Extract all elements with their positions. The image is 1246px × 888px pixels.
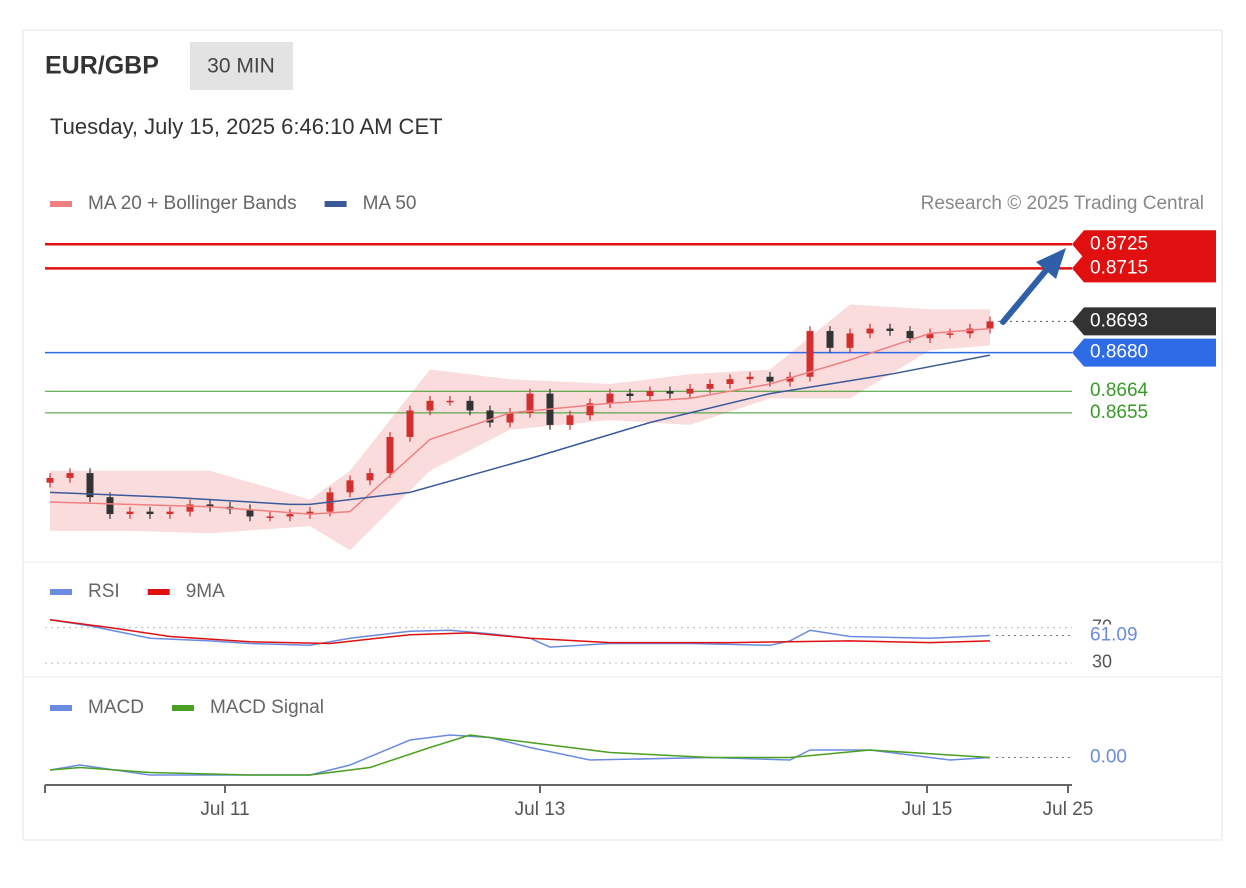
series-line bbox=[49, 618, 991, 645]
candle-body bbox=[406, 410, 414, 437]
legend-swatch bbox=[50, 705, 72, 711]
candle-body bbox=[386, 436, 394, 474]
x-tick-label: Jul 13 bbox=[515, 799, 566, 820]
candle-body bbox=[966, 328, 974, 334]
legend-swatch bbox=[171, 705, 194, 711]
current-bg bbox=[1086, 746, 1156, 769]
x-tick-label: Jul 15 bbox=[902, 799, 953, 820]
candle-body bbox=[946, 333, 954, 335]
last-price-tag bbox=[1072, 307, 1216, 336]
candle-body bbox=[866, 328, 874, 334]
candle-body bbox=[166, 511, 174, 515]
candle-body bbox=[366, 473, 374, 481]
arrow-head bbox=[1036, 248, 1066, 279]
candle-body bbox=[786, 376, 794, 382]
timestamp: Tuesday, July 15, 2025 6:46:10 AM CET bbox=[50, 114, 443, 139]
current-label: 61.09 bbox=[1090, 625, 1138, 646]
candle-body bbox=[766, 376, 774, 382]
legend-label: 9MA bbox=[186, 581, 225, 602]
legend-label: MACD Signal bbox=[210, 697, 324, 718]
level-tag bbox=[1072, 230, 1216, 259]
level-label: 0.8664 bbox=[1090, 380, 1149, 401]
series-line bbox=[49, 327, 991, 515]
level-tag bbox=[1072, 254, 1216, 283]
candle-body bbox=[806, 330, 814, 377]
candle-body bbox=[426, 400, 434, 411]
level-label: 0.8680 bbox=[1090, 342, 1148, 363]
candle-body bbox=[46, 477, 54, 483]
credit: Research © 2025 Trading Central bbox=[921, 193, 1204, 214]
y-tick-label: 30 bbox=[1092, 652, 1112, 672]
level-label: 0.8655 bbox=[1090, 402, 1148, 423]
candle-body bbox=[666, 391, 674, 394]
legend-label: MA 50 bbox=[363, 193, 417, 214]
candle-body bbox=[626, 393, 634, 397]
arrow-shaft bbox=[1000, 265, 1051, 325]
candle-body bbox=[126, 511, 134, 515]
level-tag bbox=[1072, 338, 1216, 367]
candle-body bbox=[586, 403, 594, 416]
candle-body bbox=[726, 379, 734, 384]
candle-body bbox=[746, 376, 754, 380]
current-label: 0.00 bbox=[1090, 747, 1127, 768]
candle-body bbox=[446, 400, 454, 403]
level-label: 0.8725 bbox=[1090, 233, 1148, 254]
candle-body bbox=[106, 497, 114, 515]
candle-body bbox=[466, 400, 474, 411]
candle-body bbox=[306, 511, 314, 515]
legend-swatch bbox=[50, 589, 72, 595]
last-price-label: 0.8693 bbox=[1090, 310, 1148, 331]
candle-body bbox=[506, 412, 514, 423]
legend-label: MACD bbox=[88, 697, 144, 718]
series-line bbox=[49, 734, 991, 776]
interval[interactable]: 30 MIN bbox=[207, 55, 275, 78]
candle-body bbox=[906, 330, 914, 339]
forecast-arrow bbox=[1000, 248, 1066, 325]
candle-body bbox=[86, 473, 94, 498]
candle-body bbox=[286, 514, 294, 517]
candle-body bbox=[926, 333, 934, 339]
candle-body bbox=[346, 480, 354, 493]
bollinger-band bbox=[50, 304, 990, 551]
legend-label: RSI bbox=[88, 581, 120, 602]
candle-body bbox=[246, 509, 254, 517]
candle-body bbox=[886, 328, 894, 331]
candle-body bbox=[206, 504, 214, 507]
candle-body bbox=[846, 333, 854, 348]
candle-body bbox=[566, 415, 574, 425]
current-bg bbox=[1086, 624, 1156, 647]
candle-body bbox=[486, 410, 494, 423]
candle-body bbox=[266, 516, 274, 518]
legend-swatch bbox=[324, 201, 347, 207]
candle-body bbox=[706, 383, 714, 389]
interval-box[interactable] bbox=[190, 42, 293, 90]
candle-body bbox=[986, 321, 994, 329]
candle-body bbox=[826, 330, 834, 348]
candle-body bbox=[526, 393, 534, 413]
candle-body bbox=[686, 388, 694, 394]
candle-body bbox=[646, 391, 654, 397]
series-line bbox=[49, 354, 991, 506]
candle-body bbox=[606, 393, 614, 404]
x-tick-label: Jul 11 bbox=[200, 799, 249, 820]
candle-body bbox=[186, 504, 194, 512]
level-label: 0.8715 bbox=[1090, 257, 1148, 278]
candle-body bbox=[66, 473, 74, 478]
symbol: EUR/GBP bbox=[45, 52, 159, 80]
legend-swatch bbox=[50, 201, 72, 207]
x-tick-label: Jul 25 bbox=[1043, 799, 1094, 820]
legend-label: MA 20 + Bollinger Bands bbox=[88, 193, 297, 214]
card bbox=[22, 29, 1223, 841]
candle-body bbox=[146, 511, 154, 515]
legend-swatch bbox=[147, 589, 170, 595]
